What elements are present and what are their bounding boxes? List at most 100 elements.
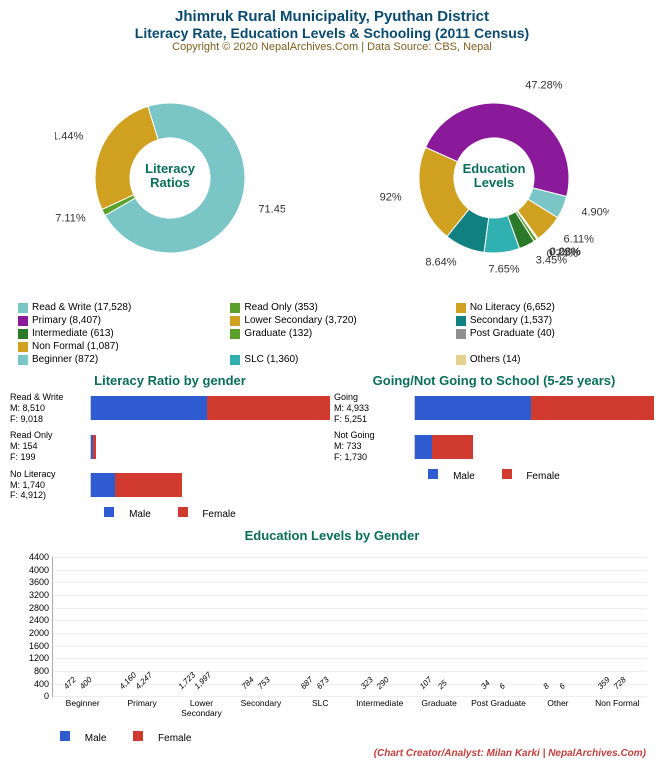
legend-label: Read & Write (17,528) (32, 302, 131, 313)
hbar-bars (414, 435, 654, 459)
hbar-label: No LiteracyM: 1,740F: 4,912) (10, 469, 90, 501)
vbar-value: 687 (299, 675, 315, 691)
vbar-category: Lower Secondary (172, 698, 231, 718)
hbar-literacy-body: Read & WriteM: 8,510F: 9,018 Read OnlyM: … (10, 392, 330, 501)
pct-label: 4.90% (581, 206, 609, 218)
legend-item: Read Only (353) (230, 302, 447, 313)
credit-text: (Chart Creator/Analyst: Milan Karki | Ne… (8, 748, 656, 759)
ytick: 4000 (15, 565, 49, 575)
hbar-label: Read & WriteM: 8,510F: 9,018 (10, 392, 90, 424)
donut-slice (95, 106, 158, 209)
vbar-value: 728 (612, 675, 628, 691)
legend-swatch (18, 316, 28, 326)
hbar-bars (90, 435, 330, 459)
gridline (53, 633, 647, 634)
ytick: 1600 (15, 641, 49, 651)
legend-swatch (18, 329, 28, 339)
legend-label: Intermediate (613) (32, 328, 114, 339)
vbar-value: 25 (436, 679, 449, 692)
ytick: 2000 (15, 628, 49, 638)
pct-label: 8.64% (425, 256, 456, 268)
vbar-category: Primary (112, 698, 171, 708)
hbar-female (115, 473, 182, 497)
page-title: Jhimruk Rural Municipality, Pyuthan Dist… (8, 8, 656, 25)
legend-item: Beginner (872) (18, 354, 222, 365)
gridline (53, 671, 647, 672)
vbar-category: Secondary (231, 698, 290, 708)
ytick: 3200 (15, 590, 49, 600)
vbar-chart: 0400800120016002000240028003200360040004… (12, 547, 652, 727)
legend-label: Read Only (353) (244, 302, 317, 313)
hbar-literacy: Literacy Ratio by gender Read & WriteM: … (10, 365, 330, 520)
legend-swatch (456, 355, 466, 365)
gridline (53, 620, 647, 621)
donut-education: 47.28%4.90%6.11%0.08%0.22%0.74%3.45%7.65… (334, 63, 654, 298)
vbar-value: 1,997 (193, 671, 214, 692)
copyright-text: Copyright © 2020 NepalArchives.Com | Dat… (8, 41, 656, 53)
legend-item: Primary (8,407) (18, 315, 222, 326)
legend-item: Lower Secondary (3,720) (230, 315, 447, 326)
vbar-value: 472 (62, 675, 78, 691)
hbar-row: Read & WriteM: 8,510F: 9,018 (10, 392, 330, 424)
legend-swatch (456, 316, 466, 326)
hbar-schooling: Going/Not Going to School (5-25 years) G… (334, 365, 654, 520)
ytick: 2800 (15, 603, 49, 613)
hbar-row: Not GoingM: 733F: 1,730 (334, 430, 654, 462)
hbar-label: Read OnlyM: 154F: 199 (10, 430, 90, 462)
legend-item: Intermediate (613) (18, 328, 222, 339)
vbar-category: Intermediate (350, 698, 409, 708)
legend-male: Male (453, 471, 475, 482)
vbar-value: 784 (240, 675, 256, 691)
pct-label: 3.45% (536, 254, 567, 266)
vbar-category: Other (528, 698, 587, 708)
hbar-bars (90, 473, 330, 497)
hbar-row: GoingM: 4,933F: 5,251 (334, 392, 654, 424)
pct-label: 6.11% (564, 234, 595, 246)
legend-label: Secondary (1,537) (470, 315, 552, 326)
legend-label: Non Formal (1,087) (32, 341, 119, 352)
combined-legend: Read & Write (17,528)Read Only (353)No L… (8, 302, 656, 365)
legend-swatch (18, 342, 28, 352)
hbar-male (415, 396, 531, 420)
legend-swatch (456, 303, 466, 313)
gridline (53, 595, 647, 596)
legend-item (230, 341, 447, 352)
vbar-category: SLC (291, 698, 350, 708)
ytick: 2400 (15, 615, 49, 625)
vbar-value: 753 (256, 675, 272, 691)
hbar-schooling-title: Going/Not Going to School (5-25 years) (334, 373, 654, 388)
vbar-value: 4,160 (118, 671, 139, 692)
gridline (53, 570, 647, 571)
legend-item: Graduate (132) (230, 328, 447, 339)
hbar-female (432, 435, 473, 459)
ytick: 1200 (15, 653, 49, 663)
hbar-male (91, 396, 207, 420)
legend-swatch (230, 329, 240, 339)
vbar-value: 107 (418, 675, 434, 691)
hbar-row: Read OnlyM: 154F: 199 (10, 430, 330, 462)
ytick: 400 (15, 679, 49, 689)
legend-item: SLC (1,360) (230, 354, 447, 365)
vbar-category: Post Graduate (469, 698, 528, 708)
legend-item (456, 341, 646, 352)
vbar-title: Education Levels by Gender (8, 528, 656, 543)
vbar-value: 34 (480, 679, 493, 692)
pct-label: 71.45% (258, 204, 285, 216)
donut-center-label: Literacy (145, 161, 196, 176)
mf-legend-2: Male Female (334, 469, 654, 482)
donut-center-label: Ratios (150, 175, 190, 190)
legend-item: Read & Write (17,528) (18, 302, 222, 313)
vbar-category: Beginner (53, 698, 112, 708)
legend-swatch (18, 303, 28, 313)
pct-label: 20.92% (379, 191, 402, 203)
legend-swatch (230, 303, 240, 313)
gridline (53, 658, 647, 659)
legend-female: Female (202, 509, 235, 520)
legend-label: Post Graduate (40) (470, 328, 555, 339)
hbar-literacy-title: Literacy Ratio by gender (10, 373, 330, 388)
donut-center-label: Education (463, 161, 526, 176)
legend-swatch (230, 316, 240, 326)
ytick: 0 (15, 691, 49, 701)
infographic: Jhimruk Rural Municipality, Pyuthan Dist… (0, 0, 664, 767)
hbar-row: No LiteracyM: 1,740F: 4,912) (10, 469, 330, 501)
